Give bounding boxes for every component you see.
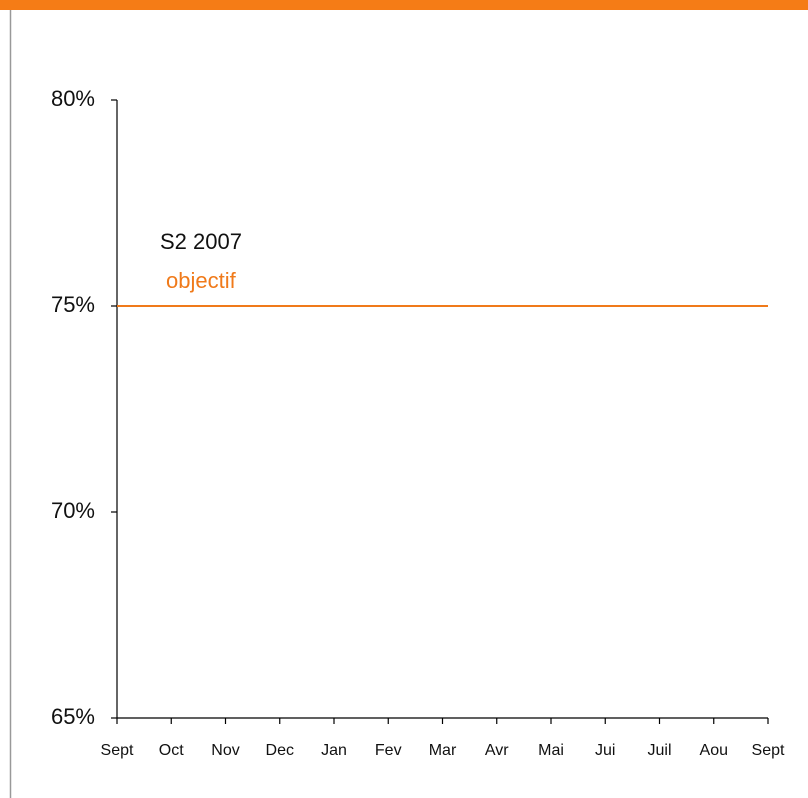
y-tick-label: 75%: [51, 292, 95, 317]
x-tick-label: Avr: [485, 742, 509, 759]
top-bar: [0, 0, 808, 10]
annotation: S2 2007: [160, 229, 242, 254]
x-tick-label: Aou: [700, 742, 728, 759]
x-tick-label: Sept: [101, 742, 134, 759]
x-tick-label: Oct: [159, 742, 184, 759]
series-label: objectif: [166, 268, 237, 293]
x-tick-label: Fev: [375, 742, 402, 759]
y-tick-label: 65%: [51, 704, 95, 729]
y-tick-label: 70%: [51, 498, 95, 523]
x-tick-label: Mar: [429, 742, 457, 759]
x-tick-label: Sept: [752, 742, 785, 759]
x-tick-label: Juil: [647, 742, 671, 759]
x-tick-label: Jui: [595, 742, 615, 759]
y-tick-label: 80%: [51, 86, 95, 111]
x-tick-label: Nov: [211, 742, 239, 759]
x-tick-label: Jan: [321, 742, 347, 759]
x-tick-label: Mai: [538, 742, 564, 759]
x-tick-label: Dec: [266, 742, 294, 759]
